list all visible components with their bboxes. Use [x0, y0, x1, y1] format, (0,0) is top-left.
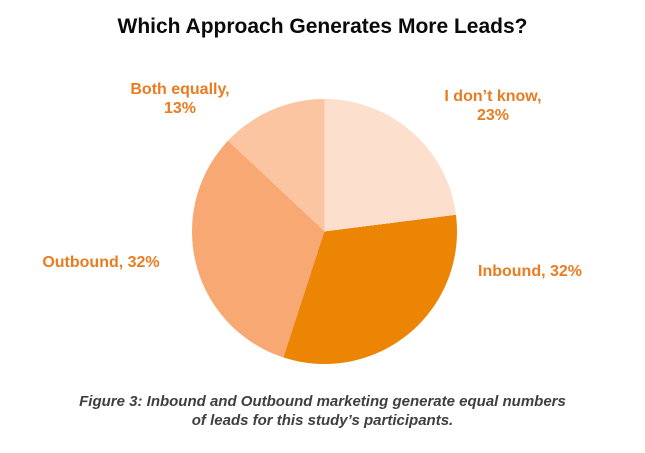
slice-label-i-dont-know-text: I don’t know, [444, 88, 542, 105]
slice-label-outbound-text: Outbound, 32% [42, 254, 160, 271]
slice-label-i-dont-know-value: 23% [476, 107, 510, 124]
figure-caption-line-2: of leads for this study’s participants. [191, 412, 454, 429]
slice-label-inbound: Inbound, 32% [462, 262, 598, 281]
figure-caption: Figure 3: Inbound and Outbound marketing… [0, 392, 645, 430]
slice-label-i-dont-know: I don’t know, 23% [418, 87, 568, 125]
figure-caption-line-1: Figure 3: Inbound and Outbound marketing… [79, 393, 566, 410]
pie-chart [192, 99, 457, 364]
slice-label-outbound: Outbound, 32% [30, 253, 172, 272]
slice-label-both-equally-text: Both equally, [130, 81, 230, 98]
chart-title: Which Approach Generates More Leads? [117, 15, 528, 38]
slice-label-both-equally: Both equally, 13% [100, 80, 260, 118]
slice-label-both-equally-value: 13% [163, 100, 197, 117]
slice-label-inbound-text: Inbound, 32% [478, 263, 582, 280]
